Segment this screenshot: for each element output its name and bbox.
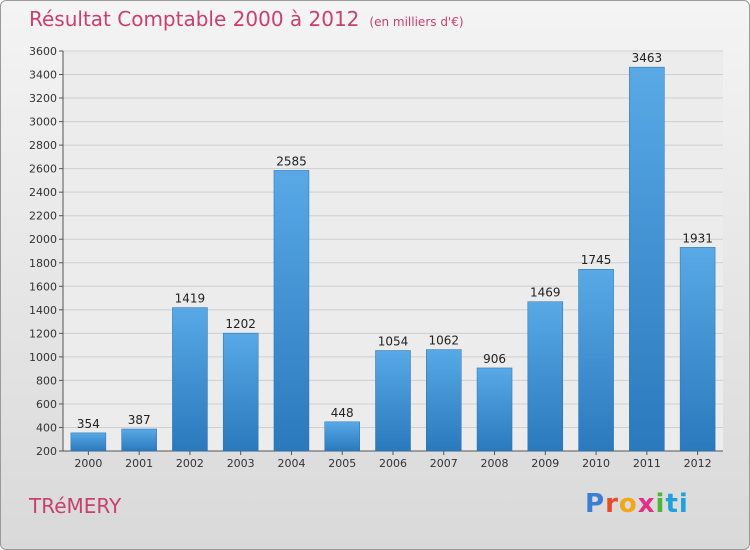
x-tick-label-2011: 2011 xyxy=(633,457,661,470)
data-label-2002: 1419 xyxy=(175,292,206,306)
bar-2001 xyxy=(121,428,157,452)
bar-2009 xyxy=(527,301,564,452)
chart-subtitle: (en milliers d'€) xyxy=(369,15,464,29)
x-tick-label-2000: 2000 xyxy=(74,457,102,470)
y-tick-label: 1200 xyxy=(29,327,57,340)
x-tick-label-2010: 2010 xyxy=(582,457,610,470)
bar-2000 xyxy=(70,432,107,452)
x-tick-label-2001: 2001 xyxy=(125,457,153,470)
y-tick-label: 3200 xyxy=(29,92,57,105)
data-label-2006: 1054 xyxy=(378,335,409,349)
y-tick-label: 1000 xyxy=(29,351,57,364)
bar-2007 xyxy=(426,349,462,452)
x-tick-label-2004: 2004 xyxy=(277,457,305,470)
y-tick-label: 3000 xyxy=(29,116,57,129)
bar-2012 xyxy=(679,247,716,452)
data-label-2003: 1202 xyxy=(225,317,256,331)
y-tick-label: 2400 xyxy=(29,186,57,199)
x-tick-label-2005: 2005 xyxy=(328,457,356,470)
y-tick-label: 2000 xyxy=(29,233,57,246)
proxiti-logo: Proxiti xyxy=(585,489,689,519)
data-label-2000: 354 xyxy=(77,417,100,431)
bar-2008 xyxy=(476,367,513,452)
data-label-2012: 1931 xyxy=(682,231,713,245)
y-tick-label: 800 xyxy=(36,374,57,387)
data-label-2005: 448 xyxy=(331,406,354,420)
y-tick-label: 2800 xyxy=(29,139,57,152)
data-label-2010: 1745 xyxy=(581,253,612,267)
bar-2006 xyxy=(375,350,411,452)
bar-2003 xyxy=(222,332,259,452)
bar-2002 xyxy=(172,307,208,452)
y-tick-label: 3600 xyxy=(29,45,57,58)
data-label-2001: 387 xyxy=(128,413,151,427)
bar-2011 xyxy=(629,66,665,452)
y-tick-label: 2600 xyxy=(29,163,57,176)
chart-title: Résultat Comptable 2000 à 2012 xyxy=(29,7,360,31)
x-tick-label-2002: 2002 xyxy=(176,457,204,470)
bar-2010 xyxy=(578,268,614,452)
y-tick-label: 400 xyxy=(36,421,57,434)
x-tick-label-2007: 2007 xyxy=(430,457,458,470)
x-tick-label-2006: 2006 xyxy=(379,457,407,470)
y-tick-label: 1400 xyxy=(29,304,57,317)
chart-title-block: Résultat Comptable 2000 à 2012 (en millie… xyxy=(29,7,464,31)
data-label-2008: 906 xyxy=(483,352,506,366)
x-tick-label-2003: 2003 xyxy=(227,457,255,470)
town-name: TRéMERY xyxy=(29,494,122,518)
x-tick-label-2009: 2009 xyxy=(531,457,559,470)
data-label-2004: 2585 xyxy=(276,154,307,168)
data-label-2007: 1062 xyxy=(428,334,459,348)
x-tick-label-2008: 2008 xyxy=(481,457,509,470)
y-tick-label: 1600 xyxy=(29,280,57,293)
y-tick-label: 3400 xyxy=(29,69,57,82)
y-tick-label: 1800 xyxy=(29,257,57,270)
y-tick-label: 200 xyxy=(36,445,57,458)
x-tick-label-2012: 2012 xyxy=(684,457,712,470)
y-tick-label: 2200 xyxy=(29,210,57,223)
bar-2004 xyxy=(273,170,310,452)
bar-2005 xyxy=(324,421,360,452)
data-label-2011: 3463 xyxy=(632,51,663,65)
y-tick-label: 600 xyxy=(36,398,57,411)
data-label-2009: 1469 xyxy=(530,286,561,300)
